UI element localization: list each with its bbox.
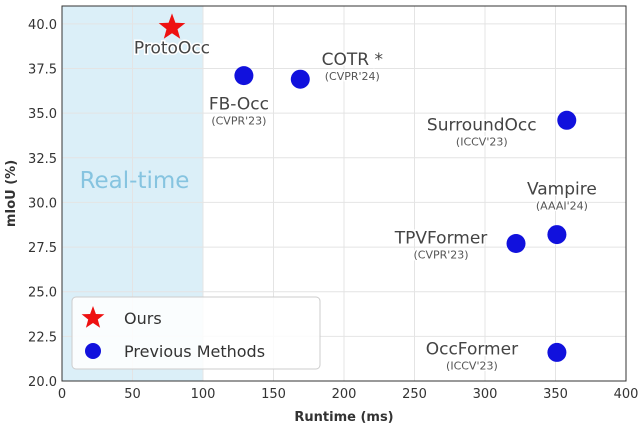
x-tick-label: 250 [402,387,427,402]
point-label: Vampire [527,180,597,200]
point-label: COTR * [322,50,383,70]
legend-box [71,296,321,370]
y-tick-label: 20.0 [28,375,57,390]
y-tick-label: 25.0 [28,286,57,301]
legend-label-previous-methods: Previous Methods [124,342,265,361]
point-venue-label: (ICCV'23) [446,359,498,372]
x-tick-label: 100 [191,387,216,402]
point-label: SurroundOcc [427,115,537,135]
y-tick-label: 35.0 [28,107,57,122]
legend-label-ours: Ours [124,309,162,328]
point-venue-label: (AAAI'24) [536,200,588,213]
x-axis-label: Runtime (ms) [294,410,393,425]
y-tick-label: 32.5 [28,152,57,167]
y-tick-label: 40.0 [28,18,57,33]
x-tick-label: 50 [124,387,141,402]
y-tick-label: 22.5 [28,330,57,345]
legend: Ours Previous Methods [71,296,321,370]
y-tick-label: 27.5 [28,241,57,256]
point-occformer-circle [547,342,567,362]
x-tick-label: 200 [332,387,357,402]
point-venue-label: (CVPR'23) [413,249,468,262]
y-tick-label: 37.5 [28,63,57,78]
x-tick-label: 350 [543,387,568,402]
real-time-region-label: Real-time [80,168,190,194]
point-protoocc-star [158,13,186,39]
x-tick-label: 300 [473,387,498,402]
y-tick-label: 30.0 [28,196,57,211]
point-venue-label: (CVPR'23) [211,115,266,128]
point-surroundocc-circle [557,110,577,130]
point-cotr--circle [290,69,310,89]
x-tick-label: 400 [614,387,639,402]
point-venue-label: (CVPR'24) [325,70,380,83]
y-axis-label: mIoU (%) [4,160,19,227]
x-tick-label: 150 [261,387,286,402]
legend-star-icon [81,306,105,328]
plot-frame [61,5,627,382]
point-label: TPVFormer [394,229,488,249]
legend-circle-icon [85,343,101,359]
point-venue-label: (ICCV'23) [456,135,508,148]
point-label: FB-Occ [209,95,269,115]
point-vampire-circle [547,225,567,245]
point-fb-occ-circle [234,66,254,86]
point-label: ProtoOcc [134,38,210,58]
point-label: OccFormer [426,339,518,359]
x-tick-label: 0 [58,387,66,402]
point-tpvformer-circle [506,234,526,253]
